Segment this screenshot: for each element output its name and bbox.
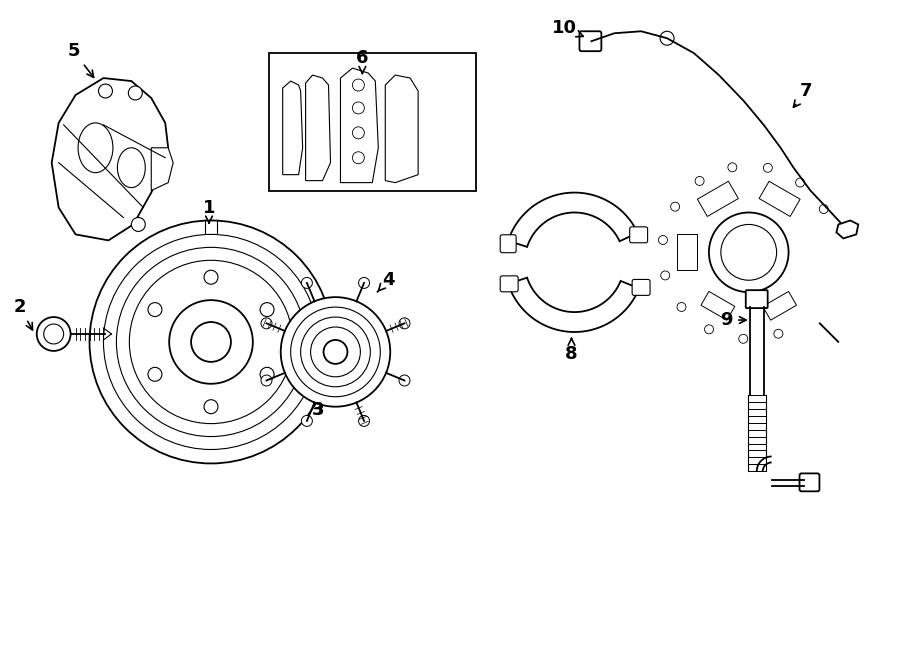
FancyBboxPatch shape: [269, 53, 476, 191]
Text: 7: 7: [794, 82, 813, 107]
Polygon shape: [508, 193, 638, 247]
Polygon shape: [759, 181, 800, 216]
Polygon shape: [819, 323, 839, 342]
Circle shape: [705, 325, 714, 334]
Circle shape: [281, 297, 391, 406]
Text: 6: 6: [356, 49, 369, 73]
Circle shape: [677, 303, 686, 311]
Circle shape: [148, 303, 162, 316]
Circle shape: [358, 416, 370, 426]
Polygon shape: [151, 148, 173, 191]
Text: 1: 1: [202, 199, 215, 223]
Circle shape: [191, 322, 231, 362]
Circle shape: [739, 334, 748, 344]
Circle shape: [353, 102, 364, 114]
Circle shape: [709, 213, 788, 292]
FancyBboxPatch shape: [500, 235, 516, 253]
Text: 2: 2: [14, 298, 32, 330]
Text: 10: 10: [552, 19, 583, 37]
Text: 8: 8: [565, 338, 578, 363]
Circle shape: [353, 127, 364, 139]
FancyBboxPatch shape: [500, 276, 518, 292]
Text: 3: 3: [312, 401, 325, 418]
Circle shape: [819, 205, 828, 214]
Circle shape: [796, 178, 805, 187]
Circle shape: [98, 84, 112, 98]
Polygon shape: [51, 78, 168, 240]
FancyBboxPatch shape: [632, 279, 650, 295]
Polygon shape: [340, 68, 378, 183]
Circle shape: [353, 152, 364, 164]
Circle shape: [89, 220, 332, 463]
FancyBboxPatch shape: [746, 290, 768, 308]
Circle shape: [774, 329, 783, 338]
Circle shape: [169, 300, 253, 384]
Text: 4: 4: [377, 271, 394, 292]
Circle shape: [204, 270, 218, 284]
FancyBboxPatch shape: [580, 31, 601, 51]
Circle shape: [148, 367, 162, 381]
Text: 9: 9: [721, 311, 746, 329]
Circle shape: [695, 177, 704, 185]
Circle shape: [302, 277, 312, 289]
Circle shape: [261, 375, 272, 386]
Circle shape: [131, 218, 145, 232]
Circle shape: [661, 271, 670, 280]
Circle shape: [260, 303, 274, 316]
Circle shape: [728, 163, 737, 171]
Circle shape: [323, 340, 347, 364]
Circle shape: [44, 324, 64, 344]
Circle shape: [763, 164, 772, 172]
Circle shape: [399, 375, 410, 386]
Circle shape: [302, 416, 312, 426]
Circle shape: [670, 202, 680, 211]
Polygon shape: [701, 291, 734, 320]
Circle shape: [353, 79, 364, 91]
Polygon shape: [306, 75, 330, 181]
FancyBboxPatch shape: [630, 227, 648, 243]
Polygon shape: [385, 75, 418, 183]
Circle shape: [260, 367, 274, 381]
Polygon shape: [508, 277, 639, 332]
Circle shape: [204, 400, 218, 414]
Polygon shape: [836, 220, 859, 238]
Text: 5: 5: [68, 42, 94, 77]
Circle shape: [659, 236, 668, 244]
Polygon shape: [283, 81, 302, 175]
FancyBboxPatch shape: [799, 473, 819, 491]
Circle shape: [399, 318, 410, 329]
Polygon shape: [762, 291, 796, 320]
Circle shape: [129, 86, 142, 100]
Circle shape: [261, 318, 272, 329]
Polygon shape: [677, 234, 697, 270]
Circle shape: [37, 317, 70, 351]
Circle shape: [358, 277, 370, 289]
Polygon shape: [698, 181, 738, 216]
